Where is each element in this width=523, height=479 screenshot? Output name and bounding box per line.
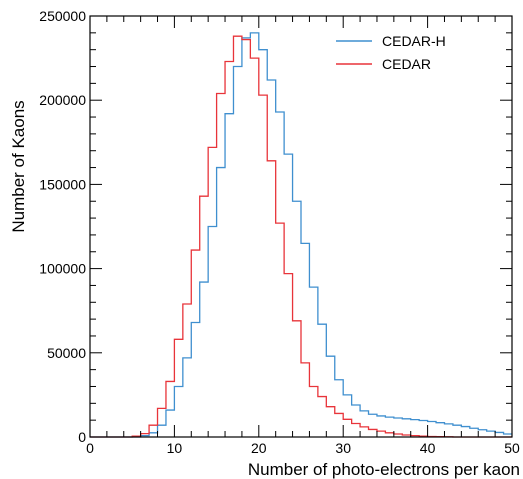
x-tick-label: 50: [504, 440, 520, 456]
y-tick-label: 150000: [39, 176, 86, 192]
y-tick-label: 0: [78, 429, 86, 445]
x-axis-title: Number of photo-electrons per kaon: [248, 460, 520, 479]
x-tick-label: 40: [420, 440, 436, 456]
y-tick-label: 50000: [47, 345, 86, 361]
plot-frame: [89, 15, 513, 438]
y-tick-label: 250000: [39, 8, 86, 24]
x-tick-label: 10: [167, 440, 183, 456]
x-tick-label: 20: [251, 440, 267, 456]
y-tick-label: 200000: [39, 92, 86, 108]
legend: CEDAR-H CEDAR: [336, 33, 446, 72]
x-tick-label: 0: [86, 440, 94, 456]
series-line-cedar: [90, 35, 512, 438]
series-line-cedar-h: [90, 32, 512, 438]
y-tick-label: 100000: [39, 261, 86, 277]
legend-label: CEDAR-H: [382, 33, 446, 49]
legend-label: CEDAR: [382, 56, 431, 72]
ticks-layer: 0 10 20 30 40 50 0 50000 100000 150000 200000 25000…: [39, 8, 520, 456]
y-axis-title: Number of Kaons: [9, 100, 28, 232]
series-layer: [90, 32, 512, 438]
x-tick-label: 30: [335, 440, 351, 456]
